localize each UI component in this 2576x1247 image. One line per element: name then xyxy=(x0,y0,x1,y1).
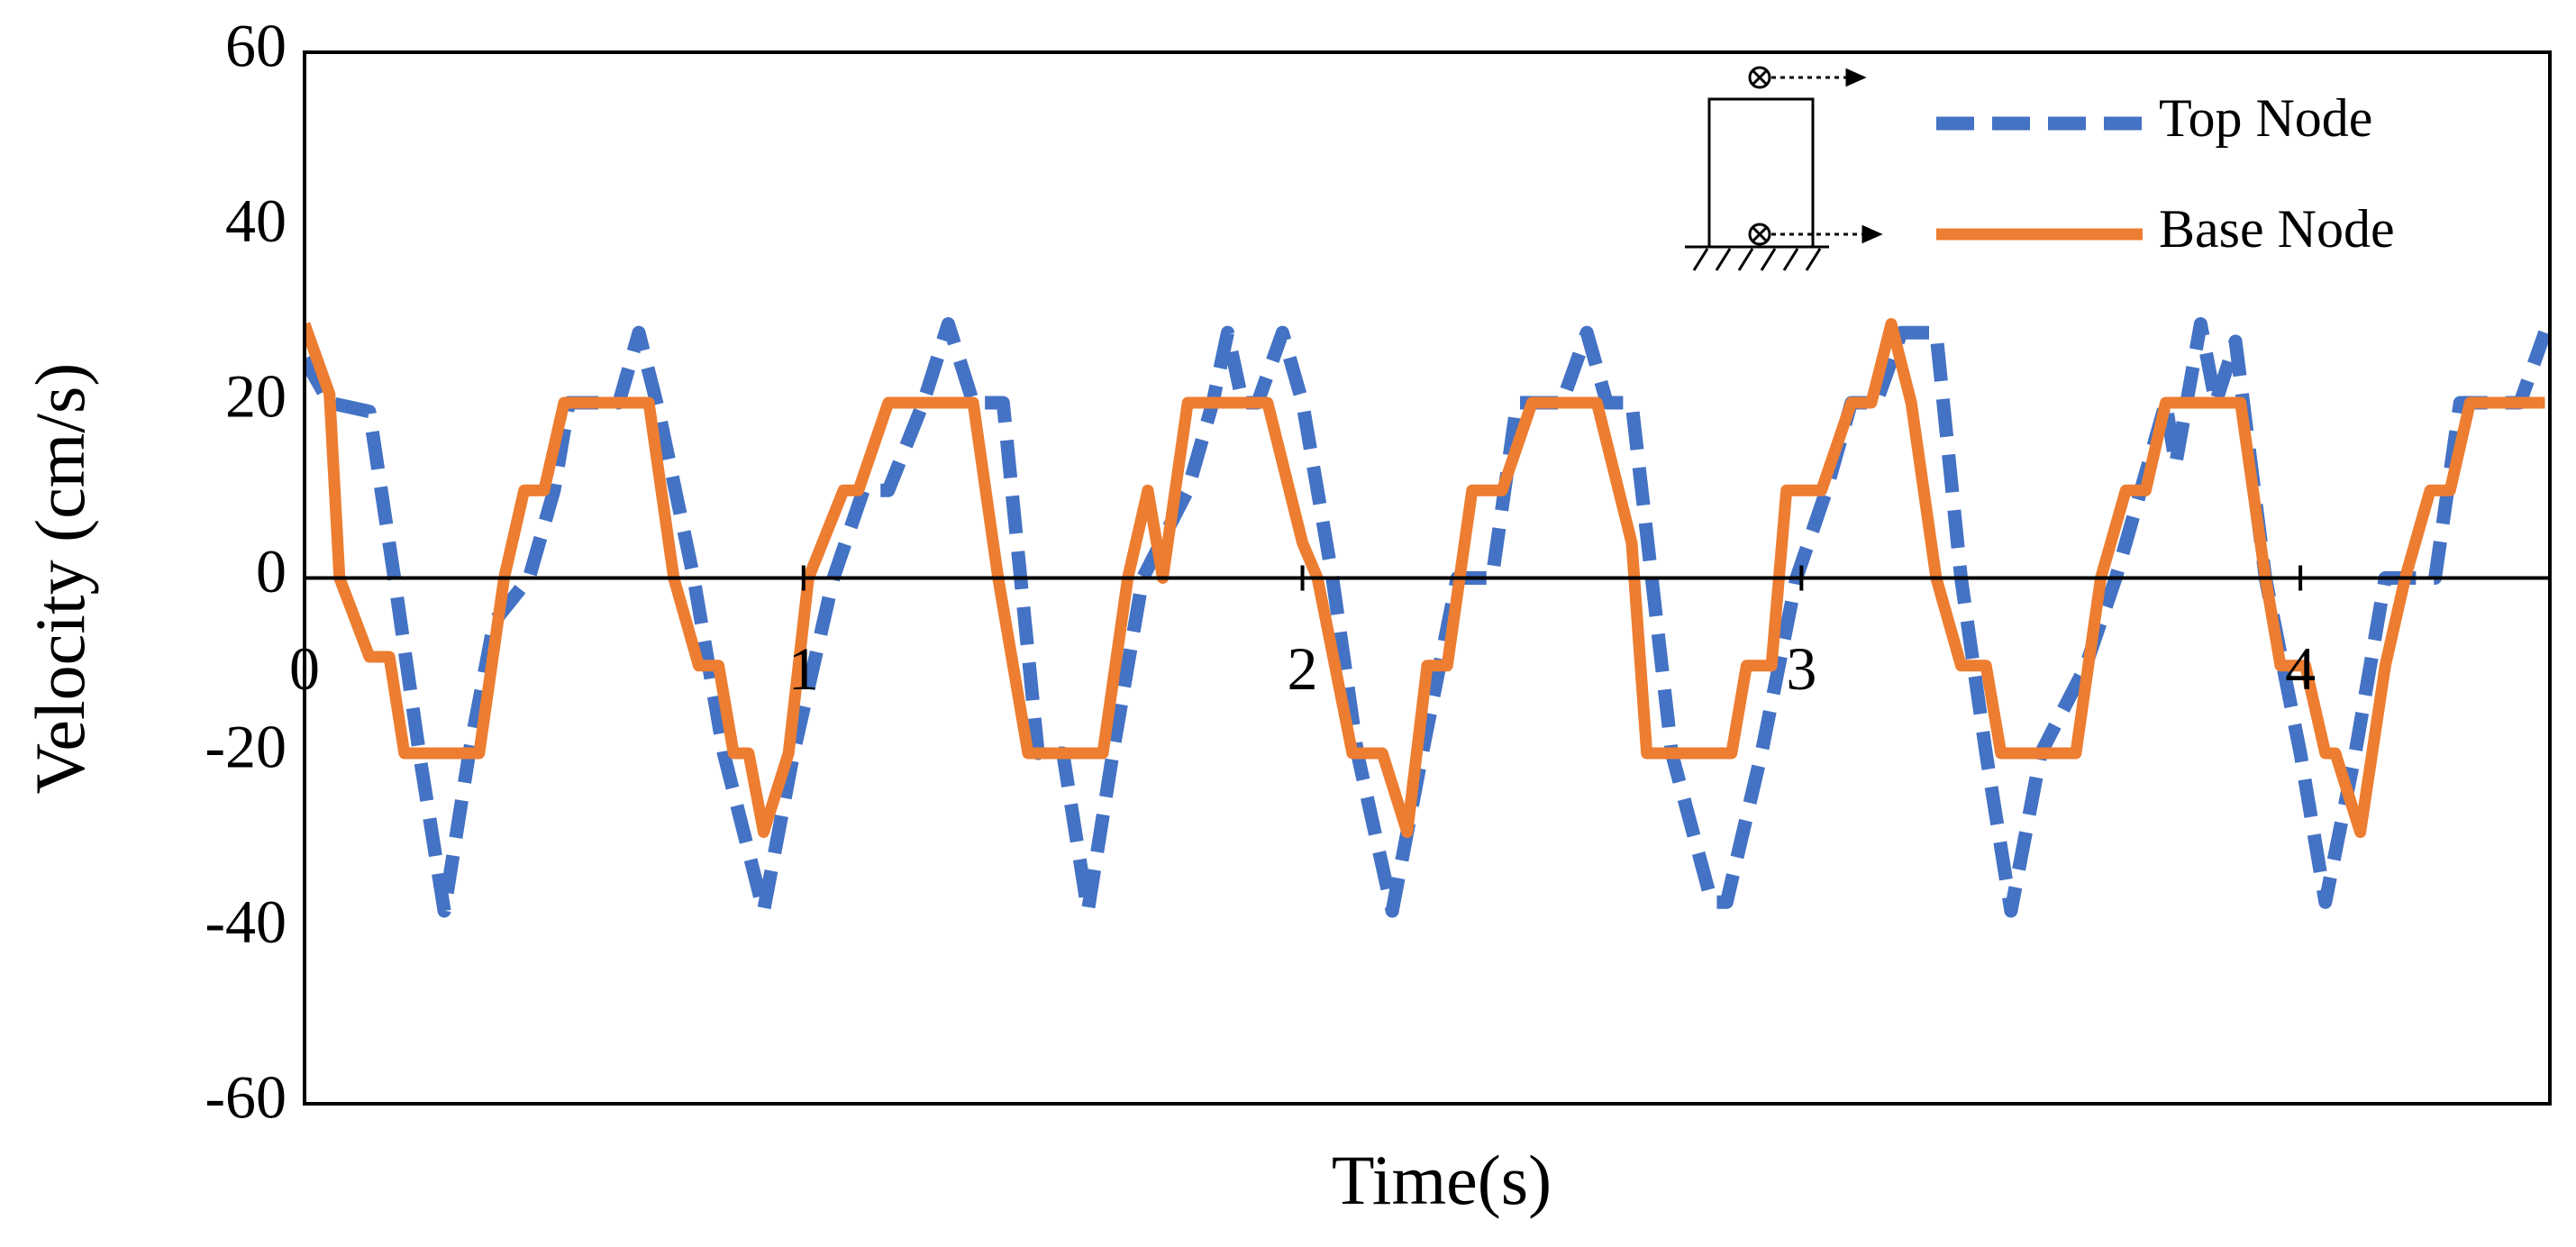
structure-icon xyxy=(1685,66,1883,271)
y-tick-label: 0 xyxy=(256,537,287,605)
plot-frame xyxy=(303,50,2552,1106)
y-tick-label: -60 xyxy=(205,1063,287,1132)
plot xyxy=(305,317,2550,918)
x-tick-label: 3 xyxy=(1786,634,1816,703)
y-tick-label: -20 xyxy=(205,713,287,781)
series-line xyxy=(305,318,2545,838)
legend-label: Base Node xyxy=(2159,199,2395,259)
y-axis-label: Velocity (cm/s) xyxy=(21,363,99,795)
x-tick-label: 2 xyxy=(1288,634,1318,703)
y-tick-label: -40 xyxy=(205,887,287,956)
legend-label: Top Node xyxy=(2159,88,2372,148)
y-tick-label: 60 xyxy=(225,12,287,80)
series-line xyxy=(305,317,2550,918)
x-axis-label: Time(s) xyxy=(1332,1141,1552,1219)
x-tick-label: 1 xyxy=(788,634,819,703)
y-tick-label: 20 xyxy=(225,362,287,431)
y-tick-label: 40 xyxy=(225,187,287,255)
x-tick-label: 4 xyxy=(2285,634,2316,703)
